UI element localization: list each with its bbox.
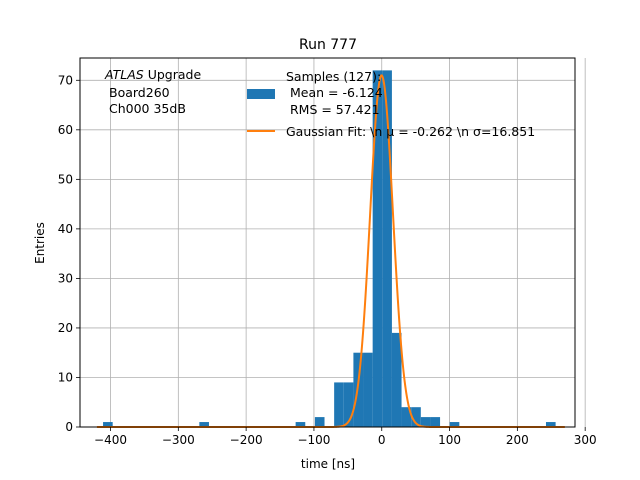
legend-hist-swatch <box>247 89 275 99</box>
legend-hist-label-line1: Samples (127): <box>286 69 381 84</box>
legend-hist-label-line3: RMS = 57.421 <box>286 102 380 117</box>
y-axis-label: Entries <box>33 222 47 264</box>
legend: Samples (127): Mean = -6.124 RMS = 57.42… <box>247 69 535 139</box>
histogram-bar <box>199 422 209 427</box>
x-axis-label: time [ns] <box>301 457 355 471</box>
legend-hist-label-line2: Mean = -6.124 <box>286 85 383 100</box>
x-tick-label: −100 <box>297 433 330 447</box>
chart-title: Run 777 <box>299 37 357 53</box>
atlas-label: ATLAS <box>104 67 144 82</box>
histogram-bar <box>545 422 556 427</box>
board-label: Board260 <box>109 85 170 100</box>
upgrade-label: Upgrade <box>144 67 202 82</box>
plot-frame <box>79 57 576 428</box>
histogram-bar <box>103 422 113 427</box>
y-tick-label: 20 <box>58 321 73 335</box>
y-tick-label: 50 <box>58 172 73 186</box>
x-tick-label: 100 <box>438 433 461 447</box>
svg-text:ATLAS Upgrade: ATLAS Upgrade <box>104 67 201 82</box>
histogram-bar <box>430 417 441 427</box>
y-tick-label: 40 <box>58 222 73 236</box>
y-axis-ticks: 0 10 20 30 40 50 60 70 <box>58 73 80 434</box>
histogram-bar <box>343 382 354 427</box>
histogram-bar <box>372 70 383 427</box>
x-axis-ticks: −400 −300 −200 −100 0 100 200 300 <box>94 427 597 447</box>
y-tick-label: 0 <box>65 420 73 434</box>
legend-fit-label: Gaussian Fit: \n μ = -0.262 \n σ=16.851 <box>286 124 535 139</box>
x-tick-label: 0 <box>378 433 386 447</box>
y-tick-label: 70 <box>58 73 73 87</box>
histogram-bar <box>334 382 344 427</box>
histogram-bar <box>391 332 402 427</box>
histogram-bar <box>314 417 325 427</box>
histogram-bar <box>449 422 460 427</box>
x-tick-label: −200 <box>230 433 263 447</box>
x-tick-label: −400 <box>94 433 127 447</box>
y-tick-label: 60 <box>58 123 73 137</box>
atlas-annotation: ATLAS Upgrade Board260 Ch000 35dB <box>104 67 201 116</box>
x-tick-label: 200 <box>506 433 529 447</box>
histogram-bar <box>295 422 306 427</box>
histogram-bar <box>420 417 431 427</box>
histogram-bar <box>363 352 373 427</box>
y-tick-label: 10 <box>58 370 73 384</box>
y-tick-label: 30 <box>58 271 73 285</box>
histogram-bar <box>411 407 421 427</box>
x-tick-label: 300 <box>574 433 597 447</box>
histogram-bar <box>401 407 412 427</box>
x-tick-label: −300 <box>162 433 195 447</box>
channel-label: Ch000 35dB <box>109 101 186 116</box>
histogram-bar <box>382 70 392 427</box>
